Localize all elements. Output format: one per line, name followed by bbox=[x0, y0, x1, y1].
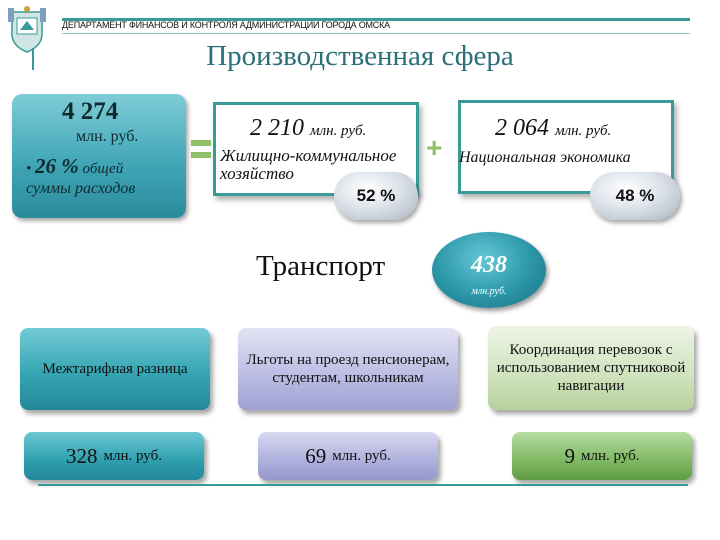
total-share-percent: 26 % bbox=[35, 154, 79, 178]
item-amount: 69 bbox=[305, 443, 327, 468]
total-share-line: • 26 % общей bbox=[26, 154, 123, 179]
total-share-suffix: общей bbox=[82, 161, 124, 177]
item-label: Координация перевозок с использованием с… bbox=[496, 342, 686, 394]
total-share-label: суммы расходов bbox=[26, 180, 136, 197]
equals-sign-icon bbox=[191, 140, 211, 164]
economy-amount: 2 064 bbox=[495, 115, 549, 141]
total-amount: 4 274 bbox=[62, 98, 119, 125]
item-card-benefits: Льготы на проезд пенсионерам, студентам,… bbox=[238, 328, 458, 410]
transport-unit: млн.руб. bbox=[471, 286, 507, 297]
header-stub-line bbox=[32, 48, 34, 70]
item-amount: 328 bbox=[66, 443, 98, 468]
item-card-tariff: Межтарифная разница bbox=[20, 328, 210, 410]
item-unit: млн. руб. bbox=[103, 447, 163, 464]
department-name: ДЕПАРТАМЕНТ ФИНАНСОВ И КОНТРОЛЯ АДМИНИСТ… bbox=[62, 20, 390, 30]
page-title: Производственная сфера bbox=[206, 40, 514, 72]
item-unit: млн. руб. bbox=[581, 447, 640, 464]
transport-amount: 438 bbox=[471, 252, 507, 278]
economy-unit: млн. руб. bbox=[555, 123, 612, 139]
item-label: Льготы на проезд пенсионерам, студентам,… bbox=[246, 352, 450, 386]
transport-total-circle: 438 млн.руб. bbox=[432, 232, 546, 308]
economy-label: Национальная экономика bbox=[459, 149, 631, 166]
item-unit: млн. руб. bbox=[332, 447, 391, 464]
total-expenses-box: 4 274 млн. руб. • 26 % общей суммы расхо… bbox=[12, 94, 186, 218]
bullet: • bbox=[26, 161, 32, 177]
transport-title: Транспорт bbox=[256, 250, 386, 282]
footer-rule bbox=[38, 484, 688, 486]
item-card-navigation: Координация перевозок с использованием с… bbox=[488, 326, 694, 410]
item-amount: 9 bbox=[564, 443, 576, 468]
housing-unit: млн. руб. bbox=[310, 123, 367, 139]
item-label: Межтарифная разница bbox=[42, 361, 188, 377]
housing-amount-line: 2 210 млн. руб. bbox=[250, 115, 366, 142]
header-rule bbox=[62, 18, 690, 21]
housing-label: Жилищно-коммунальное хозяйство bbox=[220, 146, 397, 183]
city-emblem-icon bbox=[8, 6, 46, 53]
economy-amount-line: 2 064 млн. руб. bbox=[495, 115, 611, 142]
item-amount-benefits: 69 млн. руб. bbox=[258, 432, 438, 480]
item-amount-tariff: 328 млн. руб. bbox=[24, 432, 204, 480]
total-unit: млн. руб. bbox=[76, 128, 139, 145]
housing-share-badge: 52 % bbox=[334, 172, 418, 220]
housing-amount: 2 210 bbox=[250, 115, 304, 141]
plus-sign-icon: + bbox=[426, 132, 443, 163]
economy-share-badge: 48 % bbox=[590, 172, 680, 220]
item-amount-navigation: 9 млн. руб. bbox=[512, 432, 692, 480]
header-rule-thin bbox=[62, 33, 690, 34]
